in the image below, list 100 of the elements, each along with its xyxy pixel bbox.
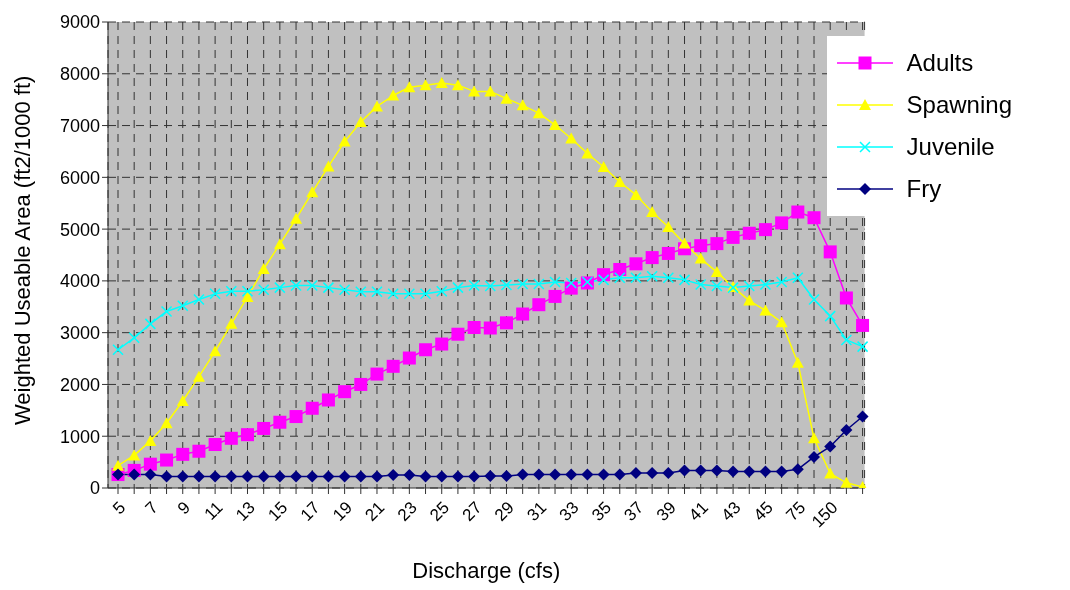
point (435, 77, 448, 89)
point (387, 89, 400, 101)
point (387, 288, 399, 300)
point (208, 438, 222, 452)
point (177, 299, 189, 312)
point (257, 262, 270, 274)
point (759, 465, 772, 478)
x-axis-title: Discharge (cfs) (412, 558, 561, 583)
point (402, 351, 416, 365)
point (775, 316, 788, 328)
x-tick-label: 75 (782, 497, 810, 525)
point (338, 470, 351, 483)
legend-label: Juvenile (906, 133, 995, 161)
point (694, 278, 707, 291)
point (273, 238, 286, 250)
x-tick-label: 5 (109, 497, 130, 519)
point (435, 470, 448, 483)
point (143, 457, 157, 471)
point (614, 272, 626, 284)
point (241, 285, 254, 297)
point (726, 230, 740, 244)
x-tick-label: 15 (264, 497, 292, 525)
point (451, 470, 464, 483)
point (112, 459, 124, 471)
point (840, 334, 853, 346)
point (710, 464, 723, 477)
point (532, 468, 545, 481)
point (824, 440, 837, 453)
point (225, 470, 238, 483)
x-tick-label: 33 (555, 497, 583, 525)
point (370, 367, 384, 381)
point (629, 466, 642, 479)
x-tick-label: 43 (717, 497, 745, 525)
point (533, 278, 545, 290)
point (387, 469, 400, 482)
x-tick-label: 41 (685, 497, 713, 525)
point (581, 147, 594, 159)
point (646, 206, 659, 218)
point (662, 221, 675, 233)
point (548, 289, 562, 303)
point (290, 470, 303, 483)
point (290, 212, 303, 224)
point (209, 345, 222, 357)
point (370, 470, 383, 483)
x-tick-label: 17 (296, 497, 324, 525)
point (289, 410, 303, 424)
point (419, 288, 432, 300)
point (160, 417, 173, 429)
point (483, 321, 497, 335)
point (840, 424, 853, 437)
point (710, 266, 723, 278)
x-tick-label: 23 (393, 497, 421, 525)
point (678, 274, 691, 286)
point (613, 175, 626, 187)
point (549, 468, 562, 481)
y-tick-label: 2000 (59, 374, 100, 395)
point (694, 252, 707, 264)
point (597, 160, 610, 172)
point (192, 470, 205, 483)
x-tick-label: 19 (329, 497, 356, 525)
point (516, 307, 530, 321)
point (273, 470, 286, 483)
y-tick-label: 9000 (59, 12, 100, 33)
point (678, 237, 691, 249)
point (597, 274, 610, 286)
y-tick-label: 1000 (59, 426, 100, 447)
x-tick-label: 29 (491, 497, 518, 525)
point (516, 99, 529, 111)
point (403, 81, 416, 93)
point (597, 468, 610, 481)
legend-label: Fry (906, 175, 942, 203)
point (532, 298, 546, 312)
point (128, 332, 140, 344)
point (306, 470, 319, 483)
point (839, 291, 853, 305)
point (840, 476, 853, 488)
point (306, 279, 318, 292)
point (306, 186, 319, 198)
point (808, 432, 821, 444)
point (743, 465, 756, 478)
x-tick-label: 9 (173, 497, 195, 519)
y-tick-label: 8000 (59, 64, 100, 85)
y-tick-label: 3000 (59, 323, 100, 344)
point (224, 431, 238, 445)
legend-label: Adults (906, 49, 974, 77)
point (711, 280, 723, 292)
point (209, 470, 222, 483)
x-tick-label: 45 (750, 497, 777, 525)
point (516, 468, 529, 481)
point (646, 270, 658, 282)
point (468, 470, 481, 483)
point (290, 279, 302, 292)
point (856, 318, 870, 332)
x-tick-label: 21 (361, 497, 389, 525)
point (791, 463, 804, 476)
x-tick-label: 27 (458, 497, 486, 525)
point (710, 237, 724, 251)
point (646, 466, 659, 479)
point (355, 286, 367, 298)
point (160, 453, 174, 467)
